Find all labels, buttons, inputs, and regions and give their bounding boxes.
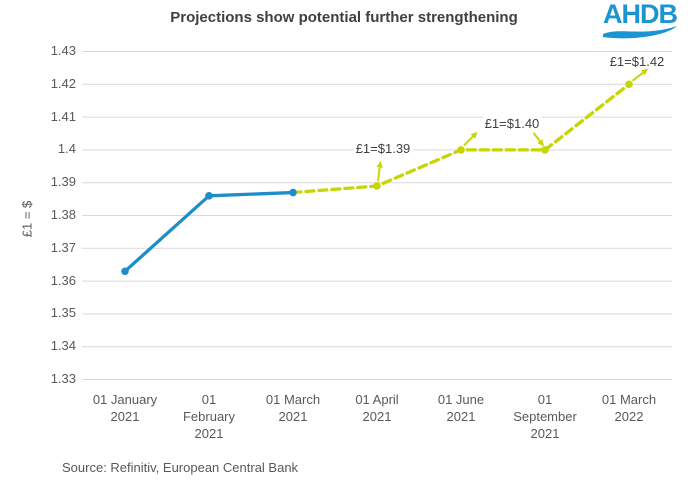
projection-series-line xyxy=(291,82,631,195)
y-tick-label: 1.37 xyxy=(50,239,76,255)
annotation-arrow xyxy=(463,135,474,147)
actual-series-marker xyxy=(121,267,129,276)
ahdb-logo-swoosh-icon xyxy=(603,26,677,39)
y-tick-label: 1.42 xyxy=(50,75,76,91)
projection-series-marker xyxy=(541,146,549,154)
annotation-arrow xyxy=(532,132,541,142)
annotation-arrowhead xyxy=(376,160,383,168)
y-tick-label: 1.43 xyxy=(50,43,76,58)
y-tick-label: 1.4 xyxy=(57,141,76,157)
x-axis-label: 01 September 2021 xyxy=(513,392,577,441)
x-axis-label: 01 February 2021 xyxy=(182,392,236,441)
y-tick-label: 1.36 xyxy=(50,272,76,288)
projection-series-marker xyxy=(457,146,465,154)
y-tick-label: 1.33 xyxy=(50,371,76,386)
x-axis-label: 01 June 2021 xyxy=(437,392,485,424)
chart-title: Projections show potential further stren… xyxy=(170,9,518,26)
annotation-label: £1=$1.40 xyxy=(482,116,542,132)
x-axis-label: 01 March 2021 xyxy=(265,392,321,424)
y-tick-label: 1.35 xyxy=(50,305,76,321)
annotation-arrow xyxy=(631,71,644,82)
annotation-arrowhead xyxy=(537,139,544,147)
actual-series-line xyxy=(123,190,295,273)
x-axis-label: 01 March 2022 xyxy=(601,392,657,424)
plot-area xyxy=(82,51,672,380)
x-axis-label: 01 April 2021 xyxy=(355,392,399,424)
actual-series-marker xyxy=(205,192,213,200)
y-tick-label: 1.41 xyxy=(50,108,76,124)
y-tick-label: 1.34 xyxy=(50,338,76,354)
x-axis-label: 01 January 2021 xyxy=(92,392,158,424)
projection-series-marker xyxy=(625,80,633,89)
ahdb-logo-text: AHDB xyxy=(603,0,678,29)
annotation-arrowhead xyxy=(640,68,648,76)
y-tick-label: 1.39 xyxy=(50,174,76,190)
source-note: Source: Refinitiv, European Central Bank xyxy=(62,460,299,475)
annotation-label: £1=$1.42 xyxy=(607,53,667,69)
annotation-arrowhead xyxy=(470,131,478,139)
annotation-label: £1=$1.39 xyxy=(353,140,413,156)
y-tick-label: 1.38 xyxy=(50,207,76,222)
actual-series-marker xyxy=(289,188,297,197)
projection-series-marker xyxy=(373,182,381,190)
annotation-arrow xyxy=(377,167,381,182)
ahdb-logo: AHDB xyxy=(601,1,679,39)
